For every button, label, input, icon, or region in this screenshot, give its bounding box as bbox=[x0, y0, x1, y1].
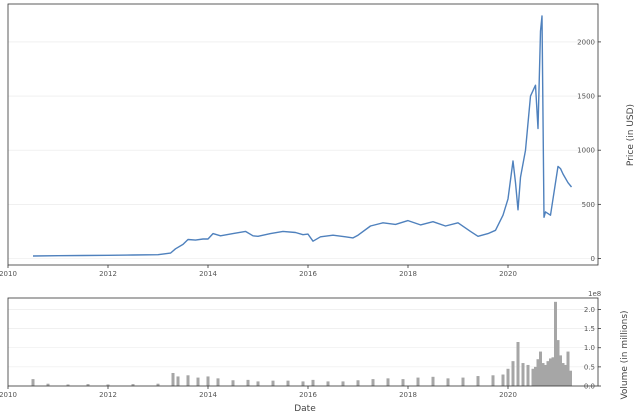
volume-bar bbox=[196, 377, 200, 386]
x-tick-label: 2016 bbox=[299, 270, 317, 278]
panel-frame bbox=[7, 3, 599, 266]
y-tick-label: 0 bbox=[591, 255, 595, 263]
panel-frame bbox=[7, 297, 599, 387]
volume-axis-label: Volume (in millions) bbox=[620, 310, 630, 399]
volume-bar bbox=[561, 363, 565, 386]
volume-bar bbox=[556, 340, 560, 386]
volume-bar bbox=[246, 379, 250, 386]
x-tick-label: 2018 bbox=[399, 270, 417, 278]
y-tick-label: 1000 bbox=[577, 147, 595, 155]
volume-bar bbox=[286, 380, 290, 386]
volume-bar bbox=[461, 377, 465, 386]
volume-bar bbox=[559, 355, 562, 386]
volume-bar bbox=[176, 376, 180, 386]
volume-bar bbox=[539, 351, 542, 386]
volume-bar bbox=[526, 364, 530, 386]
volume-bar bbox=[271, 380, 275, 386]
x-tick-label: 2010 bbox=[0, 270, 17, 278]
volume-bar bbox=[156, 383, 160, 386]
volume-offset-text: 1e8 bbox=[588, 290, 601, 298]
volume-bar bbox=[206, 376, 210, 386]
volume-bar bbox=[541, 363, 545, 386]
volume-bar bbox=[551, 357, 555, 386]
volume-bar bbox=[566, 351, 570, 386]
volume-bar bbox=[546, 361, 550, 386]
volume-bar bbox=[386, 378, 390, 386]
volume-bar bbox=[416, 377, 420, 386]
volume-bar bbox=[544, 364, 547, 386]
volume-bar bbox=[171, 372, 175, 386]
volume-bar bbox=[86, 384, 90, 386]
y-tick-label: 0.5 bbox=[584, 363, 595, 371]
volume-bar bbox=[446, 378, 450, 386]
price-series-line bbox=[32, 15, 573, 257]
volume-bar bbox=[356, 380, 360, 386]
volume-bar bbox=[564, 364, 567, 386]
volume-panel: 0.0 0.5 1.0 1.5 2.0 2010 2012 2014 2016 2018 2020 bbox=[0, 297, 601, 399]
volume-bar bbox=[491, 375, 495, 386]
volume-bar bbox=[371, 379, 375, 386]
y-tick-label: 500 bbox=[582, 201, 595, 209]
volume-bar bbox=[256, 381, 260, 386]
volume-bar bbox=[536, 359, 540, 386]
volume-bar bbox=[341, 381, 345, 386]
volume-bar bbox=[31, 379, 35, 386]
y-tick-label: 0.0 bbox=[584, 383, 595, 391]
x-tick-label: 2012 bbox=[99, 391, 117, 399]
volume-bar bbox=[516, 342, 520, 386]
x-tick-label: 2012 bbox=[99, 270, 117, 278]
volume-bar bbox=[531, 368, 535, 386]
volume-bar bbox=[216, 378, 220, 386]
x-tick-label: 2014 bbox=[199, 270, 217, 278]
volume-bar bbox=[301, 381, 305, 386]
volume-bar bbox=[549, 358, 552, 386]
date-axis-label: Date bbox=[294, 404, 316, 414]
volume-bar bbox=[554, 301, 557, 386]
volume-bar bbox=[534, 366, 537, 386]
volume-bar bbox=[46, 383, 50, 386]
y-tick-label: 2000 bbox=[577, 38, 595, 46]
y-tick-label: 1.0 bbox=[584, 344, 595, 352]
volume-bar bbox=[506, 368, 510, 386]
x-tick-label: 2020 bbox=[499, 391, 517, 399]
volume-bar bbox=[521, 363, 525, 386]
y-tick-label: 1500 bbox=[577, 93, 595, 101]
x-tick-label: 2014 bbox=[199, 391, 217, 399]
volume-bar bbox=[431, 376, 435, 386]
volume-bar bbox=[106, 384, 110, 386]
volume-bar bbox=[511, 361, 515, 386]
x-tick-label: 2020 bbox=[499, 270, 517, 278]
price-panel: 0 500 1000 1500 2000 2010 2012 2014 2016 2018 2020 bbox=[0, 3, 601, 278]
volume-bar bbox=[66, 384, 70, 386]
x-tick-label: 2010 bbox=[0, 391, 17, 399]
volume-bar bbox=[569, 370, 572, 386]
volume-bar bbox=[401, 379, 405, 386]
y-tick-label: 1.5 bbox=[584, 325, 595, 333]
volume-bar bbox=[311, 379, 315, 386]
volume-bar bbox=[326, 381, 330, 386]
x-tick-label: 2018 bbox=[399, 391, 417, 399]
volume-bar bbox=[186, 375, 190, 386]
x-tick-label: 2016 bbox=[299, 391, 317, 399]
volume-bar bbox=[476, 376, 480, 386]
volume-bar bbox=[501, 374, 505, 386]
volume-bar bbox=[231, 380, 235, 386]
volume-bar bbox=[131, 384, 135, 386]
y-tick-label: 2.0 bbox=[584, 306, 595, 314]
price-axis-label: Price (in USD) bbox=[626, 104, 636, 166]
